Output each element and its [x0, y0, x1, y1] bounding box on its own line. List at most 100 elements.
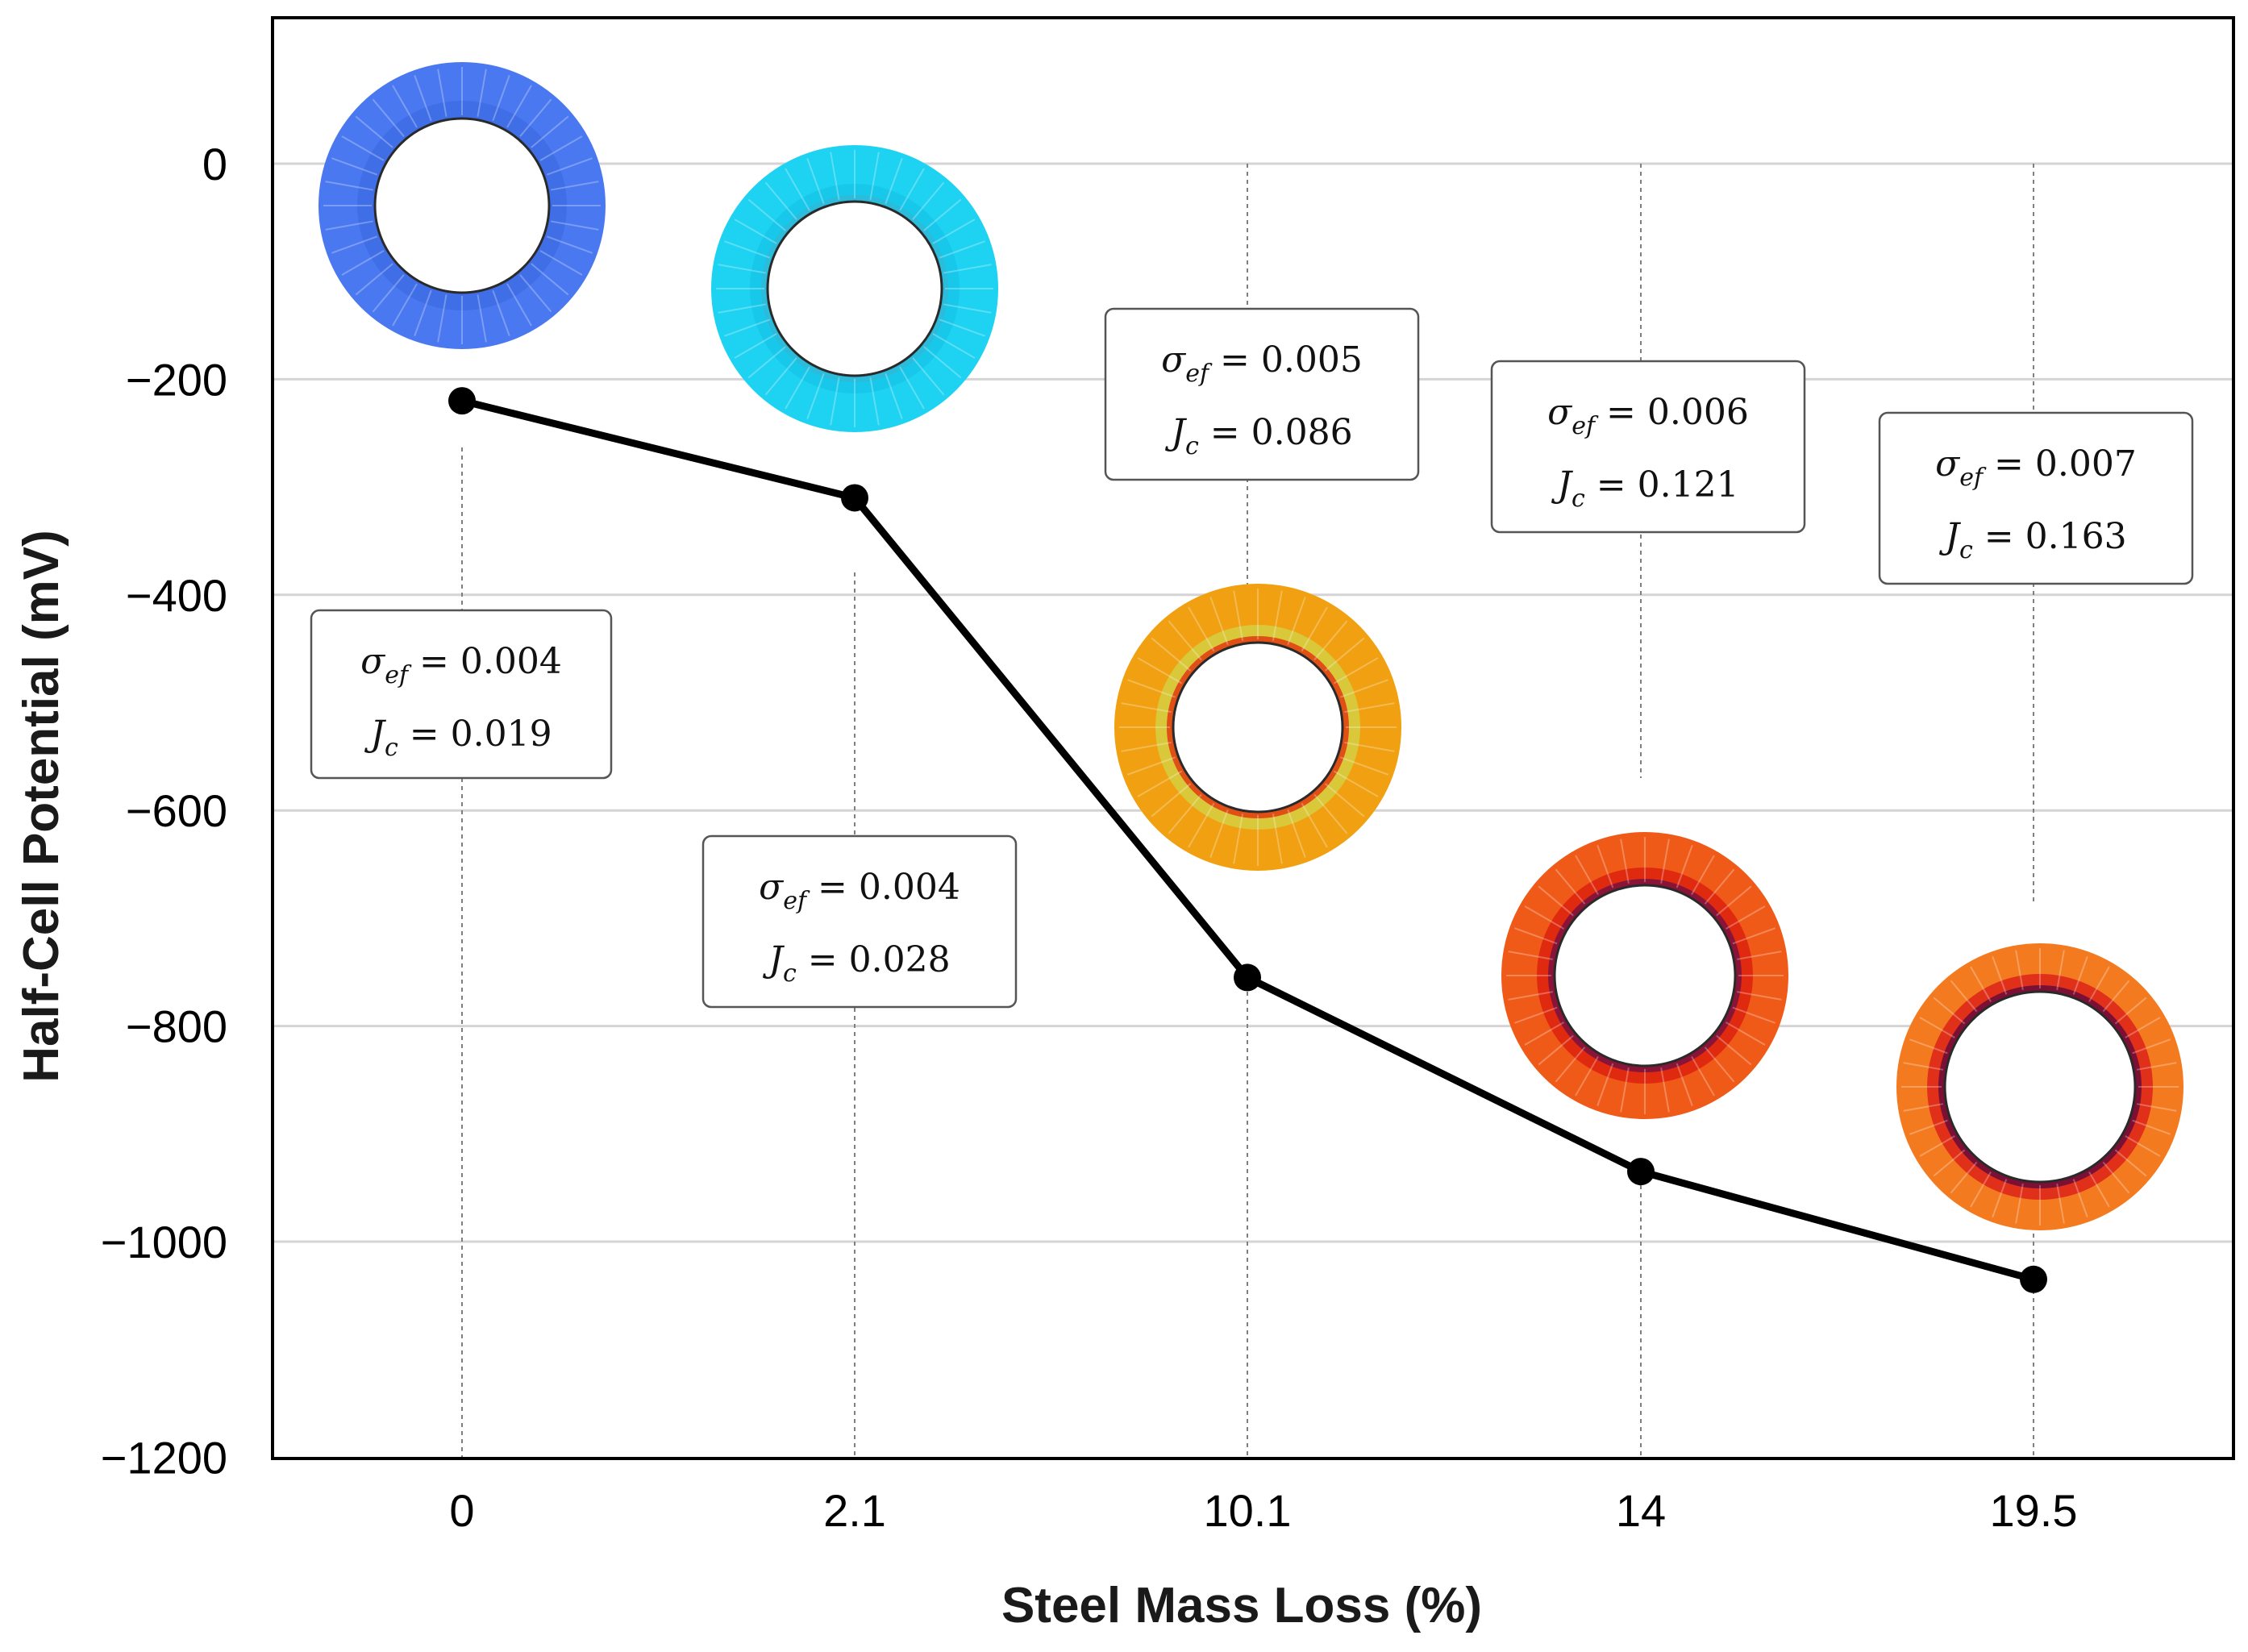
ring-mesh-line [1933, 1149, 1966, 1177]
ring-mesh-line [1324, 783, 1365, 818]
ring-mesh-line [899, 168, 925, 211]
ring-mesh-line [1716, 885, 1752, 917]
ring-mesh-line [1555, 868, 1586, 905]
ring-mesh-line [1524, 905, 1565, 930]
ring-mesh-line [869, 152, 880, 200]
ring-mesh-line [519, 98, 552, 137]
ring-mesh-line [1732, 927, 1776, 945]
x-tick-label: 2.1 [823, 1485, 886, 1536]
ring-mesh-line [830, 377, 840, 426]
ring-mesh-line [1233, 814, 1244, 864]
annotation-box: σef = 0.007 Jc = 0.163 [1878, 411, 2194, 585]
y-tick-label: −1000 [101, 1217, 227, 1267]
ring-mesh-line [912, 181, 945, 220]
annotation-frame [310, 609, 613, 780]
ring-mesh-line [1137, 657, 1183, 685]
ring-mesh-line [392, 85, 418, 128]
ring-mesh-line [1933, 997, 1966, 1025]
ring-mesh-line [392, 283, 418, 327]
plot-frame [271, 16, 2235, 1460]
ring-image [711, 145, 998, 432]
x-tick-label: 14 [1616, 1485, 1666, 1536]
ring-mesh-line [1691, 1055, 1715, 1096]
ring-mesh-line [492, 75, 510, 122]
ring-mesh-line [1725, 905, 1766, 930]
ring-mesh-line [1704, 1047, 1735, 1083]
ring-mesh-line [1919, 1135, 1955, 1157]
ring-mesh-line [1704, 868, 1735, 905]
ring-mesh-line [1950, 1161, 1978, 1194]
ring-mesh-line [1992, 1179, 2008, 1217]
ring-mesh-line [899, 366, 925, 410]
ring-mesh-line [1313, 620, 1348, 661]
ring-mesh-line [1151, 783, 1192, 818]
ring-mesh-line [1732, 1006, 1776, 1024]
ring-mesh-line [1660, 838, 1670, 884]
ring-mesh-line [1919, 1017, 1955, 1038]
ring-mesh-line [477, 69, 487, 117]
y-tick-labels: 0 −200 −400 −600 −800 −1000 −1200 [101, 139, 227, 1483]
annotation-frame [1104, 307, 1420, 481]
ring-mesh-line [806, 372, 825, 419]
ring-mesh-line [1903, 1103, 1944, 1112]
annotation-frame [701, 834, 1018, 1009]
data-point [448, 387, 476, 415]
annotation-frame [1490, 360, 1806, 534]
x-tick-label: 19.5 [1990, 1485, 2078, 1536]
ring-mesh-line [539, 250, 583, 276]
ring-mesh-line [943, 303, 992, 314]
ring-mesh-line [932, 218, 976, 244]
ring-mesh-line [325, 220, 373, 231]
ring-mesh-line [2136, 1062, 2177, 1071]
ring-mesh-line [1575, 1055, 1599, 1096]
ring-mesh-line [885, 158, 903, 205]
ring-mesh-line [1188, 606, 1215, 652]
ring-mesh-line [477, 294, 487, 343]
ring-mesh-line [1344, 741, 1395, 752]
x-tick-label: 0 [449, 1485, 474, 1536]
ring-mesh-line [2132, 1119, 2171, 1135]
ring-image [1896, 943, 2183, 1230]
ring-image [1501, 832, 1788, 1119]
ring-mesh-line [1660, 1067, 1670, 1113]
ring-mesh-line [912, 357, 945, 396]
ring-mesh-line [932, 333, 976, 359]
data-point [1627, 1158, 1655, 1186]
ring-mesh-line [923, 346, 962, 379]
ring-mesh-line [1620, 1067, 1630, 1113]
ring-mesh-line [1903, 1062, 1944, 1071]
x-axis-title: Steel Mass Loss (%) [1001, 1578, 1482, 1633]
ring-mesh-line [1950, 980, 1978, 1013]
ring-mesh-line [531, 263, 569, 296]
ring-mesh-line [1691, 855, 1715, 896]
ring-mesh-line [1538, 885, 1574, 917]
ring-mesh-line [1333, 770, 1379, 797]
ring-mesh-line [2132, 1038, 2171, 1055]
ring-mesh-line [437, 69, 448, 117]
ring-mesh-line [1127, 679, 1176, 698]
sigma-ef-label: σef = 0.005 [1161, 339, 1363, 388]
y-tick-label: −400 [126, 570, 227, 621]
ring-mesh-line [539, 135, 583, 161]
jc-label: Jc = 0.163 [1938, 516, 2126, 564]
ring-mesh-line [734, 218, 777, 244]
ring-mesh-line [1620, 838, 1630, 884]
ring-mesh-line [1209, 597, 1229, 645]
sigma-ef-label: σef = 0.004 [759, 867, 960, 915]
ring-mesh-line [1301, 802, 1328, 848]
ring-mesh-line [724, 240, 771, 259]
ring-mesh-line [1508, 951, 1553, 960]
ring-mesh-line [1324, 637, 1365, 672]
ring-mesh-line [506, 283, 532, 327]
ring-mesh-line [355, 115, 393, 148]
ring-mesh-line [943, 264, 992, 274]
y-tick-label: 0 [202, 139, 227, 189]
jc-label: Jc = 0.121 [1551, 464, 1738, 513]
ring-mesh-line [1508, 991, 1553, 1001]
y-axis-title: Half-Cell Potential (mV) [14, 530, 69, 1083]
